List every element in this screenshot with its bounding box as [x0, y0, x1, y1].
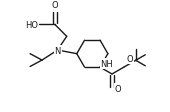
Text: NH: NH [101, 59, 113, 68]
Text: HO: HO [25, 21, 38, 30]
Text: O: O [126, 54, 133, 63]
Text: O: O [115, 84, 121, 93]
Text: N: N [54, 46, 61, 55]
Text: O: O [52, 1, 58, 10]
